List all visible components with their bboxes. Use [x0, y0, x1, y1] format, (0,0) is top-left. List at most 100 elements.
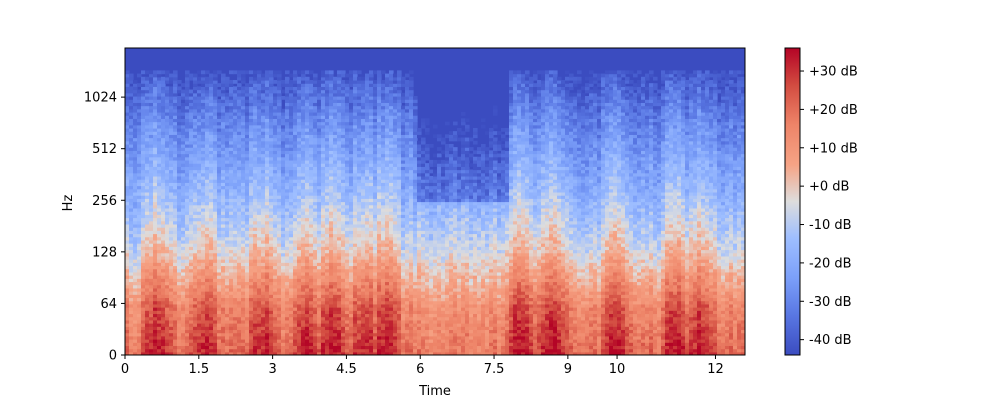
spectrogram-cell: [173, 313, 178, 318]
spectrogram-cell: [245, 83, 250, 87]
spectrogram-cell: [161, 140, 166, 145]
spectrogram-cell: [229, 268, 234, 273]
spectrogram-cell: [285, 134, 290, 139]
spectrogram-cell: [213, 297, 218, 302]
spectrogram-cell: [301, 351, 306, 355]
spectrogram-cell: [145, 287, 150, 292]
spectrogram-cell: [153, 159, 158, 164]
spectrogram-cell: [173, 92, 178, 97]
spectrogram-cell: [217, 310, 222, 315]
spectrogram-cell: [213, 239, 218, 244]
spectrogram-cell: [249, 332, 254, 337]
spectrogram-cell: [249, 335, 254, 340]
spectrogram-cell: [205, 342, 210, 347]
spectrogram-cell: [301, 339, 306, 343]
spectrogram-cell: [261, 166, 266, 171]
spectrogram-cell: [221, 153, 226, 158]
spectrogram-cell: [225, 105, 230, 110]
spectrogram-cell: [125, 182, 130, 187]
spectrogram-cell: [285, 303, 290, 308]
spectrogram-cell: [245, 179, 250, 183]
spectrogram-cell: [205, 214, 210, 219]
spectrogram-cell: [265, 102, 270, 107]
spectrogram-cell: [125, 351, 130, 355]
spectrogram-cell: [165, 268, 170, 273]
spectrogram-cell: [273, 214, 278, 219]
spectrogram-cell: [173, 182, 178, 187]
spectrogram-cell: [261, 313, 266, 318]
spectrogram-cell: [161, 198, 166, 203]
spectrogram-cell: [173, 156, 178, 161]
spectrogram-cell: [221, 79, 226, 84]
spectrogram-cell: [205, 239, 210, 244]
spectrogram-cell: [173, 297, 178, 302]
spectrogram-cell: [133, 329, 138, 334]
spectrogram-cell: [285, 310, 290, 315]
spectrogram-cell: [161, 281, 166, 286]
spectrogram-cell: [145, 319, 150, 324]
spectrogram-cell: [141, 287, 146, 292]
spectrogram-cell: [137, 131, 142, 135]
spectrogram-cell: [297, 121, 302, 126]
spectrogram-cell: [137, 236, 142, 241]
spectrogram-cell: [261, 339, 266, 343]
spectrogram-cell: [185, 95, 190, 100]
spectrogram-cell: [177, 102, 182, 107]
spectrogram-cell: [233, 223, 238, 228]
spectrogram-cell: [217, 348, 222, 353]
spectrogram-cell: [165, 252, 170, 257]
spectrogram-cell: [125, 150, 130, 155]
spectrogram-cell: [277, 105, 282, 110]
spectrogram-cell: [177, 127, 182, 132]
spectrogram-cell: [281, 287, 286, 292]
spectrogram-cell: [145, 252, 150, 257]
spectrogram-cell: [169, 73, 174, 78]
spectrogram-cell: [293, 198, 298, 203]
spectrogram-cell: [137, 313, 142, 318]
spectrogram-cell: [201, 233, 206, 238]
spectrogram-cell: [313, 73, 318, 78]
spectrogram-cell: [205, 255, 210, 260]
spectrogram-cell: [257, 86, 262, 91]
spectrogram-cell: [201, 156, 206, 161]
spectrogram-cell: [133, 140, 138, 145]
spectrogram-cell: [289, 310, 294, 315]
spectrogram-cell: [237, 246, 242, 251]
spectrogram-cell: [141, 326, 146, 331]
spectrogram-cell: [285, 297, 290, 302]
spectrogram-cell: [141, 121, 146, 126]
spectrogram-cell: [245, 303, 250, 308]
spectrogram-cell: [249, 195, 254, 199]
spectrogram-cell: [141, 262, 146, 267]
spectrogram-cell: [277, 131, 282, 135]
spectrogram-cell: [281, 127, 286, 132]
spectrogram-cell: [249, 70, 254, 75]
spectrogram-cell: [197, 99, 202, 103]
spectrogram-cell: [129, 121, 134, 126]
spectrogram-cell: [249, 268, 254, 273]
spectrogram-cell: [145, 172, 150, 177]
spectrogram-cell: [157, 271, 162, 276]
spectrogram-cell: [181, 118, 186, 123]
spectrogram-cell: [213, 211, 218, 215]
spectrogram-cell: [185, 195, 190, 199]
spectrogram-cell: [261, 323, 266, 327]
spectrogram-cell: [145, 201, 150, 206]
spectrogram-cell: [141, 127, 146, 132]
spectrogram-cell: [137, 319, 142, 324]
spectrogram-cell: [297, 92, 302, 97]
spectrogram-cell: [237, 239, 242, 244]
spectrogram-cell: [217, 118, 222, 123]
spectrogram-cell: [153, 172, 158, 177]
spectrogram-cell: [241, 287, 246, 292]
spectrogram-cell: [289, 300, 294, 305]
spectrogram-cell: [253, 310, 258, 315]
spectrogram-cell: [289, 73, 294, 78]
spectrogram-cell: [225, 204, 230, 209]
spectrogram-cell: [237, 172, 242, 177]
spectrogram-cell: [241, 236, 246, 241]
spectrogram-cell: [213, 278, 218, 283]
spectrogram-cell: [293, 335, 298, 340]
spectrogram-cell: [233, 124, 238, 129]
spectrogram-cell: [261, 127, 266, 132]
